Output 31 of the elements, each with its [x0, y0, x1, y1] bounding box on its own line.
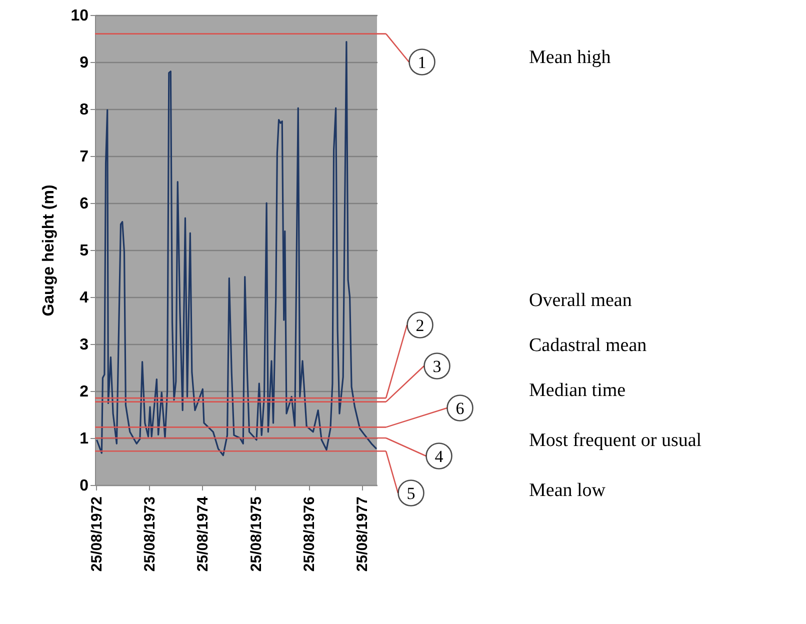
y-tick-label: 5 — [80, 242, 89, 260]
y-tick-label: 9 — [80, 54, 89, 72]
text: Mean low — [529, 480, 606, 501]
text: Mean high — [529, 47, 612, 68]
y-tick-label: 3 — [80, 336, 89, 354]
text: Cadastral mean — [529, 335, 648, 356]
text: 1 — [418, 53, 426, 72]
text: 3 — [432, 357, 442, 376]
y-tick-label: 10 — [70, 8, 89, 24]
text: 2 — [416, 316, 424, 335]
text: Median time — [529, 380, 626, 401]
text: Overall mean — [529, 290, 632, 311]
text: 4 — [434, 447, 444, 466]
y-tick-label: 7 — [80, 148, 89, 166]
x-tick-label: 25/08/1973 — [142, 496, 159, 572]
y-tick-label: 1 — [80, 430, 89, 448]
x-tick-label: 25/08/1975 — [248, 496, 265, 572]
x-tick-label: 25/08/1974 — [194, 496, 212, 572]
text: Most frequent or usual — [529, 430, 702, 451]
x-tick-label: 25/08/1977 — [354, 496, 372, 572]
text: 5 — [406, 484, 416, 503]
y-tick-label: 4 — [80, 290, 89, 306]
y-axis-title: Gauge height (m) — [40, 184, 58, 316]
x-tick-label: 25/08/1972 — [88, 496, 106, 572]
y-tick-label: 0 — [80, 478, 89, 494]
line-series — [96, 40, 378, 456]
y-tick-label: 6 — [80, 196, 89, 212]
text: 6 — [456, 399, 464, 418]
y-tick-label: 8 — [80, 102, 89, 118]
x-tick-label: 25/08/1976 — [301, 496, 318, 572]
y-tick-label: 2 — [80, 384, 89, 400]
